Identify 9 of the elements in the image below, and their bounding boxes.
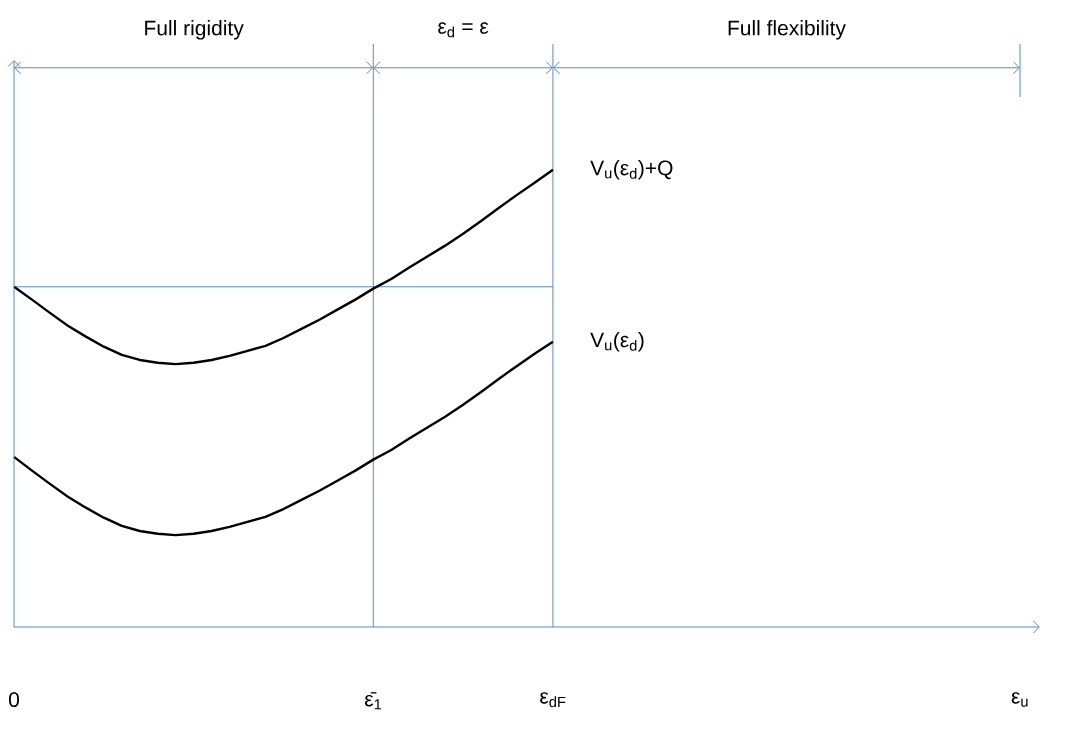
- series-label: V$_{u}$(ε$_{d}$): [590, 331, 644, 352]
- x-tick-label: ε̄$_{1}$: [364, 692, 382, 710]
- text: Full flexibility: [728, 20, 846, 40]
- x-tick-label: 0: [8, 692, 20, 708]
- x-tick-label: ε$_{dF}$: [540, 692, 566, 708]
- x-tick-label: ε$_{u}$: [1011, 692, 1028, 707]
- text: ε$_{d}$ = ε: [438, 22, 489, 38]
- series-label: V$_{u}$(ε$_{d}$)+Q: [590, 159, 673, 180]
- text: Full rigidity: [145, 20, 244, 40]
